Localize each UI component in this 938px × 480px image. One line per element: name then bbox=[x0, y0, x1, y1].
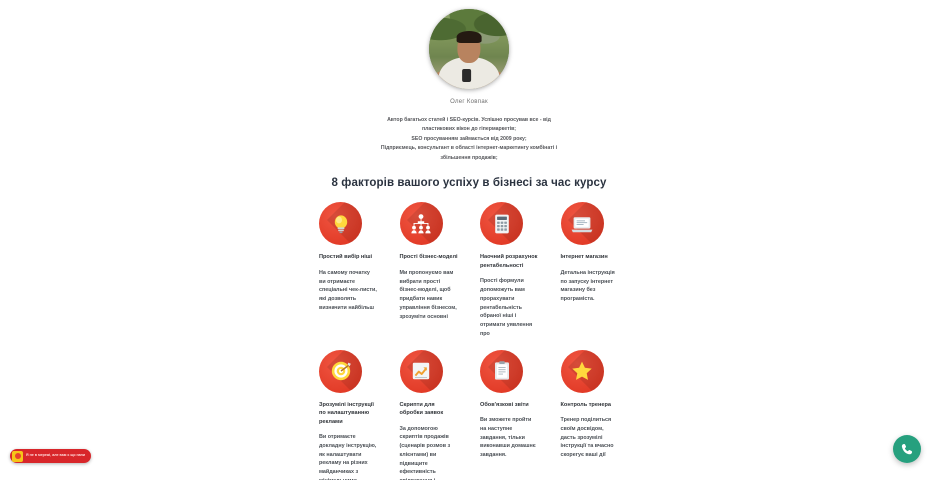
factor-card: Контроль тренера Тренер поділиться своїм… bbox=[560, 349, 620, 480]
factor-card-body: Тренер поділиться своїм досвідом, дасть … bbox=[560, 417, 614, 459]
alarm-icon bbox=[12, 450, 23, 462]
factor-card-title: Наочний розрахунок рентабельності bbox=[480, 254, 538, 269]
page-title: 8 факторів вашого успіху в бізнесі за ча… bbox=[331, 177, 607, 190]
phone-icon bbox=[901, 443, 912, 454]
calculator-icon bbox=[480, 202, 523, 246]
laptop-icon bbox=[560, 202, 604, 246]
factor-card-title: Простий вибір ніші bbox=[319, 254, 373, 261]
factor-card: Прості бізнес-моделі Ми пропонуємо вам в… bbox=[399, 202, 459, 338]
factor-card-body: Ми пропонуємо вам вибрати прості бізнес-… bbox=[399, 269, 457, 320]
factor-card: Скрипти для обробки заявок За допомогою … bbox=[399, 349, 459, 480]
factor-card-body: Ви отримаєте докладну інструкцію, як нал… bbox=[319, 434, 377, 480]
factor-card-title: Контроль тренера bbox=[560, 401, 611, 408]
factor-card-title: Зрозумілі інструкції по налаштуванню рек… bbox=[319, 401, 374, 425]
promo-badge-label: Я не в мережі, але вам є що напи bbox=[26, 453, 86, 458]
promo-badge[interactable]: Я не в мережі, але вам є що напи bbox=[10, 449, 92, 463]
growth-chart-icon bbox=[399, 349, 443, 393]
hero-description-line: Підприємець, консультант в області інтер… bbox=[380, 145, 558, 152]
hero-description-line: Автор багатьох статей і SEO-курсів. Успі… bbox=[387, 117, 551, 123]
hero-description-line: пластикових вікон до гіпермаркетів; bbox=[422, 126, 516, 133]
lightbulb-icon bbox=[319, 202, 362, 246]
factor-card-body: Прості формули допоможуть вам прорахуват… bbox=[480, 278, 533, 337]
factor-card: Простий вибір ніші На самому початку ви … bbox=[319, 202, 378, 338]
factor-card-title: Прості бізнес-моделі bbox=[399, 254, 458, 261]
factor-card-title: Обов'язкові звіти bbox=[480, 401, 529, 408]
factor-card: Обов'язкові звіти Ви зможете пройти на н… bbox=[480, 349, 539, 480]
factor-card-title: Інтернет магазин bbox=[560, 254, 608, 261]
clipboard-icon bbox=[480, 349, 523, 393]
hero-description-line: збільшення продажів; bbox=[440, 154, 498, 161]
factor-card-body: За допомогою скриптів продажів (сценарів… bbox=[399, 425, 451, 480]
whatsapp-chat-button[interactable] bbox=[893, 435, 921, 463]
factors-grid: Простий вибір ніші На самому початку ви … bbox=[319, 202, 619, 480]
person-name: Олег Ковпак bbox=[450, 99, 488, 105]
factor-card: Інтернет магазин Детальна інструкція по … bbox=[560, 202, 620, 338]
factor-card-title: Скрипти для обробки заявок bbox=[399, 401, 444, 417]
org-chart-icon bbox=[399, 202, 443, 246]
avatar-hair bbox=[456, 30, 482, 43]
factor-card-body: Ви зможете пройти на наступне завдання, … bbox=[480, 417, 536, 459]
factor-card-body: Детальна інструкція по запуску інтернет … bbox=[560, 269, 615, 303]
factor-card: Наочний розрахунок рентабельності Прості… bbox=[480, 202, 539, 338]
hero-description-line: SEO просуванням займається від 2009 року… bbox=[411, 135, 527, 142]
star-icon bbox=[560, 349, 604, 393]
factor-card-body: На самому початку ви отримаєте спеціальн… bbox=[319, 269, 377, 311]
avatar bbox=[429, 9, 509, 89]
factor-card: Зрозумілі інструкції по налаштуванню рек… bbox=[319, 349, 378, 480]
hero-description: Автор багатьох статей і SEO-курсів. Успі… bbox=[304, 116, 634, 163]
target-icon bbox=[319, 349, 362, 393]
hero-section: Олег Ковпак Автор багатьох статей і SEO-… bbox=[0, 0, 938, 163]
